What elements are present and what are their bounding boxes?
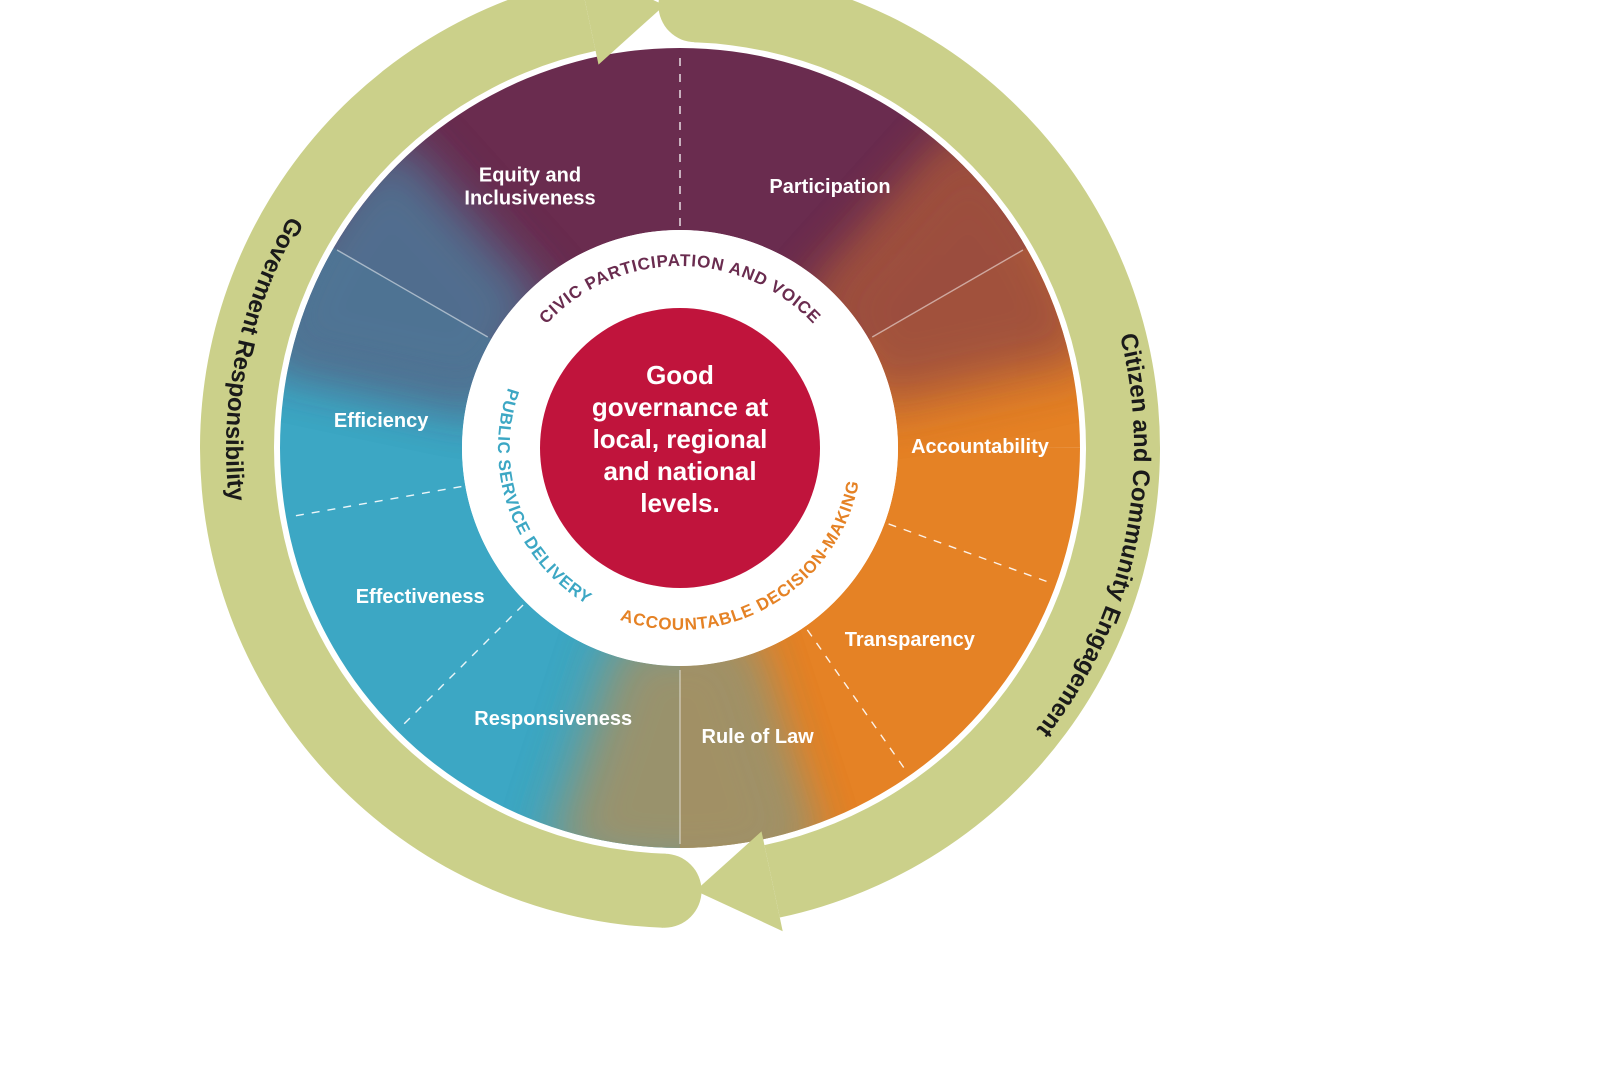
segment-label: Responsiveness: [474, 708, 632, 730]
segment-label: Rule of Law: [702, 726, 815, 748]
segment-label: Effectiveness: [356, 586, 485, 608]
segment-label: Participation: [769, 176, 890, 198]
segment-label: Efficiency: [334, 410, 429, 432]
segment-label: Equity andInclusiveness: [464, 165, 595, 210]
governance-radial-diagram: Equity andInclusiveness Participation Acco…: [0, 0, 1600, 1067]
segment-label: Accountability: [911, 436, 1050, 458]
segment-label: Transparency: [845, 629, 976, 651]
